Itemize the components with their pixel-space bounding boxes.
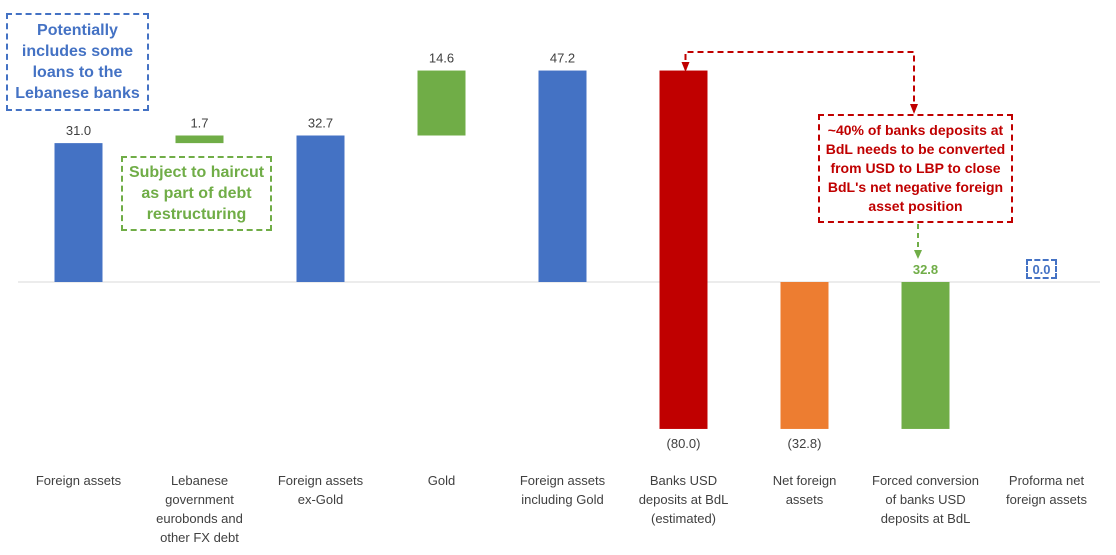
bar-0 — [54, 143, 103, 282]
data-label-0: 31.0 — [66, 123, 91, 138]
red-arrowhead-callout — [910, 104, 918, 114]
bar-3 — [417, 70, 466, 136]
loans-callout: Potentially includes some loans to the L… — [6, 13, 149, 111]
category-label: Gold — [428, 473, 455, 488]
category-label: Foreign assets — [36, 473, 122, 488]
category-label: Forced conversion — [872, 473, 979, 488]
bank-deposits-callout-line: BdL's net negative foreign — [827, 179, 1004, 195]
loans-callout-line: Lebanese banks — [15, 85, 140, 102]
data-label-7: 32.8 — [913, 262, 938, 277]
bank-deposits-callout-line: ~40% of banks deposits at — [827, 122, 1004, 138]
data-label-1: 1.7 — [190, 116, 208, 131]
category-label: Proforma net — [1009, 473, 1085, 488]
category-label: including Gold — [521, 492, 603, 507]
loans-callout-line: loans to the — [32, 64, 123, 81]
proforma-value-label: 0.0 — [1026, 259, 1057, 279]
data-label-4: 47.2 — [550, 51, 575, 66]
data-label-3: 14.6 — [429, 51, 454, 66]
category-label: ex-Gold — [298, 492, 344, 507]
category-label: foreign assets — [1006, 492, 1087, 507]
bar-7 — [901, 282, 950, 429]
loans-callout-line: includes some — [21, 43, 134, 60]
category-label: Banks USD — [650, 473, 717, 488]
red-arrowhead-down — [681, 62, 690, 72]
haircut-callout-line: restructuring — [146, 206, 247, 223]
category-label: deposits at BdL — [881, 511, 971, 526]
bar-6 — [780, 282, 829, 429]
bank-deposits-callout-line: from USD to LBP to close — [830, 160, 1001, 176]
category-label: assets — [786, 492, 824, 507]
bank-deposits-callout: ~40% of banks deposits at BdL needs to b… — [818, 114, 1013, 223]
bar-2 — [296, 135, 345, 282]
category-label: Foreign assets — [520, 473, 606, 488]
category-label: of banks USD — [885, 492, 965, 507]
category-label: other FX debt — [160, 530, 239, 545]
category-label: deposits at BdL — [639, 492, 729, 507]
bar-5 — [659, 70, 708, 429]
haircut-callout-line: Subject to haircut — [128, 164, 265, 181]
red-connector-line — [684, 51, 915, 108]
proforma-value-text: 0.0 — [1032, 261, 1051, 277]
haircut-callout-line: as part of debt — [141, 185, 252, 202]
data-label-2: 32.7 — [308, 116, 333, 131]
category-label: Foreign assets — [278, 473, 364, 488]
category-label: eurobonds and — [156, 511, 243, 526]
category-label: government — [165, 492, 234, 507]
bank-deposits-callout-line: asset position — [868, 198, 963, 214]
data-label-5: (80.0) — [667, 436, 701, 451]
bar-4 — [538, 70, 587, 282]
category-label: (estimated) — [651, 511, 716, 526]
data-label-6: (32.8) — [788, 436, 822, 451]
bank-deposits-callout-line: BdL needs to be converted — [825, 141, 1006, 157]
green-arrowhead — [914, 250, 922, 259]
category-label: Net foreign — [773, 473, 837, 488]
haircut-callout: Subject to haircut as part of debt restr… — [121, 156, 272, 231]
loans-callout-line: Potentially — [37, 22, 118, 39]
category-label: Lebanese — [171, 473, 228, 488]
bar-1 — [175, 135, 224, 144]
